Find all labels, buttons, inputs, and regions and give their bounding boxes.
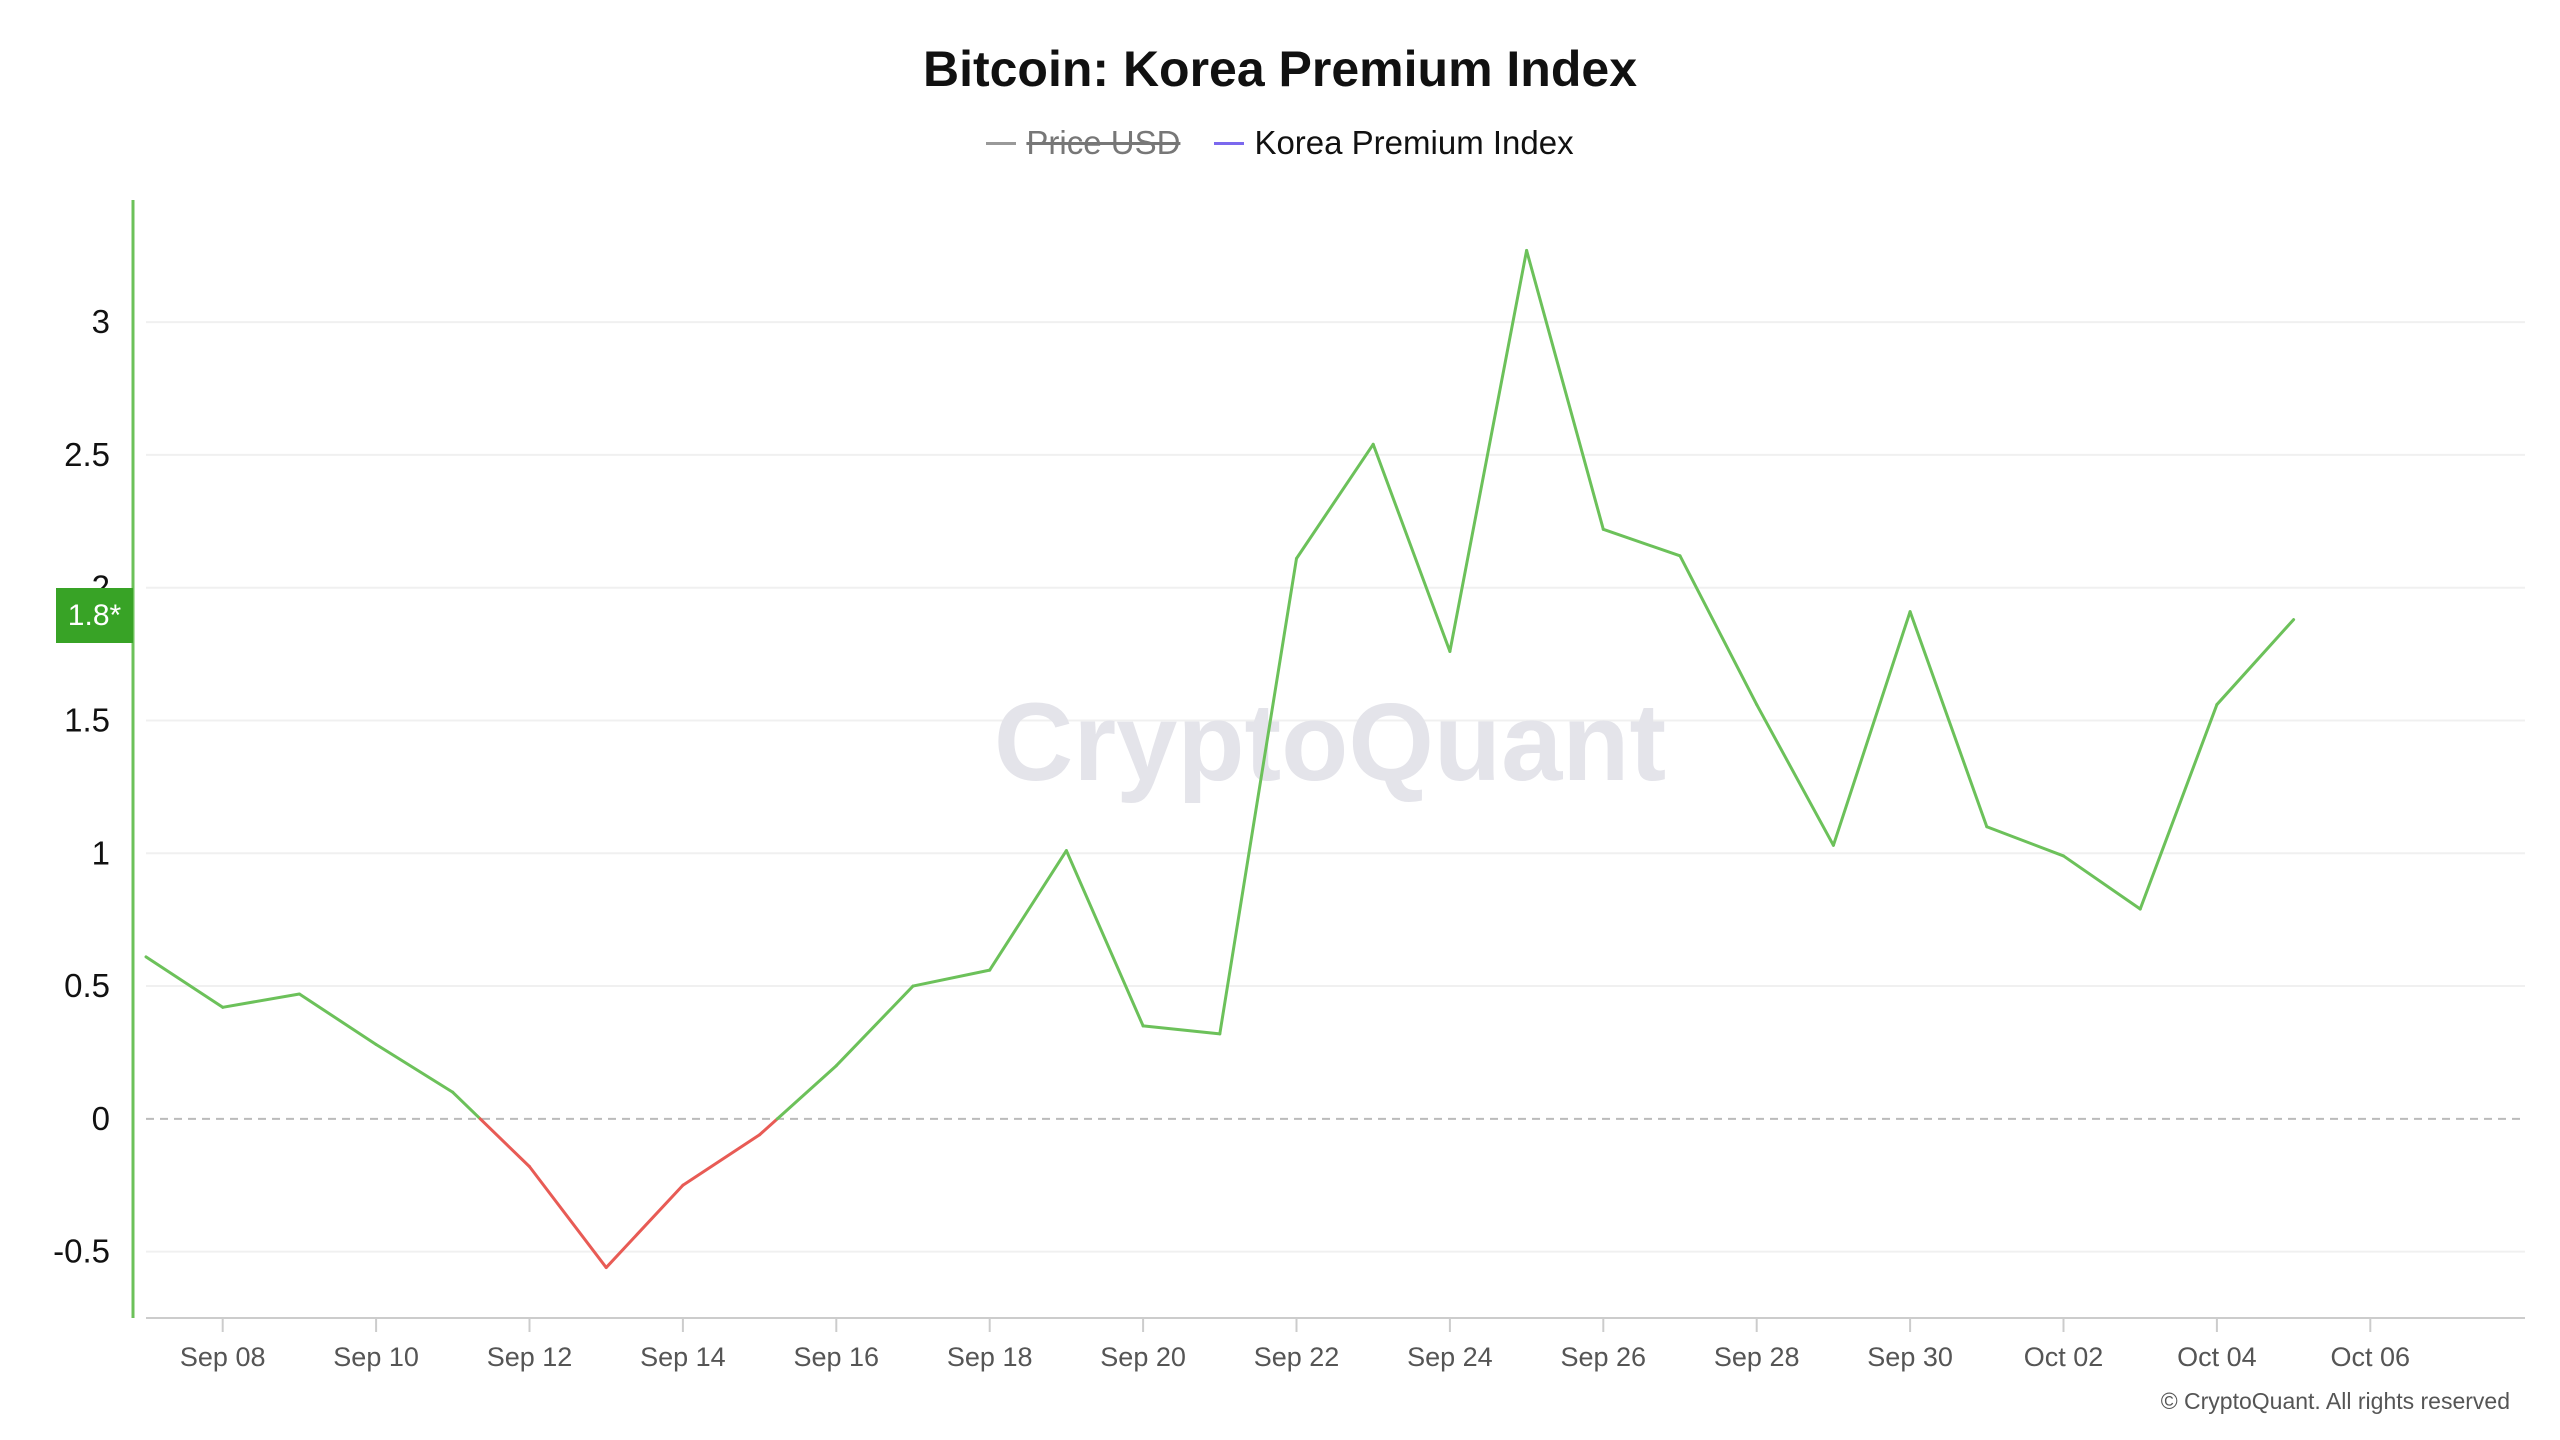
series-line-segment (758, 1117, 779, 1137)
copyright: © CryptoQuant. All rights reserved (2160, 1388, 2510, 1414)
current-value-badge: 1.8* (56, 588, 133, 643)
legend-item-price-usd[interactable]: Price USD (986, 124, 1180, 162)
series-line-segment (681, 1133, 762, 1187)
series-line-segment (1831, 610, 1912, 847)
series-line-segment (1985, 825, 2065, 858)
series-line-segment (1755, 703, 1835, 847)
y-tick-label: -0.5 (53, 1233, 110, 1270)
y-tick-label: 0 (92, 1100, 110, 1137)
x-tick-label: Sep 16 (794, 1342, 880, 1372)
legend-item-korea-premium-index[interactable]: Korea Premium Index (1214, 124, 1574, 162)
series-line-segment (2062, 854, 2142, 911)
series-line-segment (1448, 248, 1529, 653)
x-tick-label: Sep 26 (1561, 1342, 1647, 1372)
x-tick-label: Sep 20 (1100, 1342, 1186, 1372)
series-line-segment (1525, 248, 1605, 531)
series-line-segment (988, 849, 1068, 972)
watermark: CryptoQuant (994, 681, 1666, 804)
x-tick-label: Sep 22 (1254, 1342, 1340, 1372)
x-tick-label: Oct 04 (2177, 1342, 2257, 1372)
series-line-segment (528, 1165, 608, 1270)
x-tick-label: Oct 02 (2024, 1342, 2104, 1372)
x-tick-label: Sep 30 (1867, 1342, 1953, 1372)
series-line-segment (2215, 618, 2296, 707)
chart-title: Bitcoin: Korea Premium Index (922, 41, 1638, 97)
series-line-segment (374, 1042, 455, 1094)
legend-swatch (1214, 141, 1245, 145)
series-line-segment (1601, 527, 1682, 558)
series-line-segment (1141, 1024, 1222, 1036)
y-tick-label: 0.5 (64, 967, 110, 1004)
x-tick-label: Sep 12 (487, 1342, 573, 1372)
legend-swatch (986, 141, 1017, 145)
legend-label: Korea Premium Index (1254, 124, 1574, 161)
x-tick-label: Sep 18 (947, 1342, 1033, 1372)
legend-label: Price USD (1026, 124, 1181, 161)
series-line-segment (221, 992, 301, 1009)
series-line-segment (1218, 557, 1298, 1036)
series-line-segment (834, 984, 915, 1068)
series-line-segment (1908, 610, 1989, 829)
series-line-segment (478, 1117, 531, 1169)
legend: Price USD Korea Premium Index (0, 124, 2560, 162)
x-tick-label: Oct 06 (2331, 1342, 2411, 1372)
x-tick-label: Sep 14 (640, 1342, 726, 1372)
series-line-segment (604, 1183, 685, 1270)
series-line-segment (144, 955, 225, 1009)
series-line-segment (297, 992, 378, 1046)
x-tick-label: Sep 24 (1407, 1342, 1493, 1372)
series-line-segment (911, 968, 992, 988)
series-line-segment (1371, 442, 1452, 653)
series-line-segment (2138, 703, 2219, 911)
series-line-segment (775, 1064, 838, 1121)
y-tick-label: 1.5 (64, 701, 110, 738)
series-line-segment (1295, 442, 1375, 561)
y-tick-label: 2.5 (64, 436, 110, 473)
y-tick-label: 3 (92, 303, 110, 340)
x-tick-label: Sep 10 (333, 1342, 419, 1372)
series-line-segment (1678, 554, 1759, 707)
series-line-segment (1064, 849, 1145, 1028)
x-tick-label: Sep 28 (1714, 1342, 1800, 1372)
y-tick-label: 1 (92, 834, 110, 871)
x-tick-label: Sep 08 (180, 1342, 266, 1372)
series-line-segment (451, 1090, 482, 1121)
